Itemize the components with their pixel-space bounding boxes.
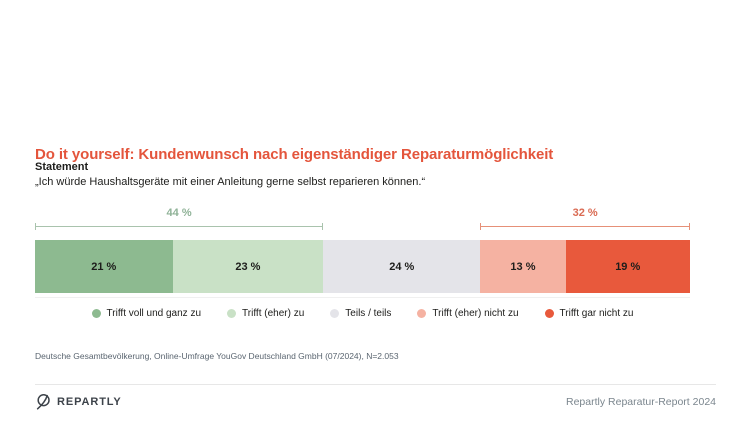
legend-dot: [330, 309, 340, 318]
stacked-bar: 21 % 23 % 24 % 13 % 19 %: [35, 240, 690, 293]
bar-segment-5: 19 %: [565, 240, 690, 293]
brackets: 44 % 32 %: [35, 206, 690, 233]
brand-logo: REPARTLY: [35, 393, 122, 411]
legend: Trifft voll und ganz zu Trifft (eher) zu T…: [35, 308, 690, 319]
source-note: Deutsche Gesamtbevölkerung, Online-Umfra…: [35, 351, 399, 361]
legend-item-1: Trifft voll und ganz zu: [91, 308, 202, 319]
bracket-label: 32 %: [572, 207, 598, 219]
bar-shadow-line: [35, 297, 690, 298]
bracket-line: [35, 223, 324, 230]
page-title: Do it yourself: Kundenwunsch nach eigens…: [35, 146, 554, 164]
bracket-tick-right: [322, 223, 324, 230]
bar-segment-value: 23 %: [235, 260, 261, 273]
bar-segment-value: 13 %: [510, 260, 536, 273]
legend-dot: [544, 309, 554, 318]
bracket-2: 32 %: [480, 206, 690, 230]
bracket-tick-right: [688, 223, 690, 230]
bar-segment-value: 19 %: [615, 260, 641, 273]
statement-quote: „Ich würde Haushaltsgeräte mit einer Anl…: [35, 176, 426, 188]
bar-segment-3: 24 %: [323, 240, 481, 293]
statement-label: Statement: [35, 161, 89, 173]
legend-label: Trifft (eher) zu: [242, 308, 305, 319]
bracket-label: 44 %: [166, 207, 192, 219]
bar-segment-2: 23 %: [172, 240, 324, 293]
legend-dot: [227, 309, 237, 318]
bracket-1: 44 %: [35, 206, 324, 230]
bar-segment-value: 21 %: [91, 260, 117, 273]
legend-item-4: Trifft (eher) nicht zu: [417, 308, 519, 319]
legend-item-2: Trifft (eher) zu: [227, 308, 304, 319]
legend-label: Trifft voll und ganz zu: [106, 308, 202, 319]
legend-dot: [91, 309, 101, 318]
stacked-bar-chart: 44 % 32 % 21 % 23 % 24 % 13 % 19 %: [35, 206, 690, 298]
bracket-tick-left: [480, 223, 482, 230]
legend-item-5: Trifft gar nicht zu: [544, 308, 634, 319]
report-name: Repartly Reparatur-Report 2024: [566, 396, 716, 408]
repartly-logo-icon: [36, 394, 50, 410]
bar-segment-value: 24 %: [389, 260, 415, 273]
footer: REPARTLY Repartly Reparatur-Report 2024: [35, 390, 716, 414]
legend-label: Teils / teils: [345, 308, 392, 319]
bar-segment-4: 13 %: [480, 240, 566, 293]
legend-item-3: Teils / teils: [330, 308, 391, 319]
bracket-tick-left: [35, 223, 36, 230]
footer-divider: [35, 384, 716, 385]
bracket-line: [480, 223, 690, 230]
legend-label: Trifft gar nicht zu: [559, 308, 634, 319]
legend-dot: [417, 309, 427, 318]
bar-segment-1: 21 %: [35, 240, 173, 293]
brand-name: REPARTLY: [57, 396, 122, 408]
legend-label: Trifft (eher) nicht zu: [432, 308, 519, 319]
